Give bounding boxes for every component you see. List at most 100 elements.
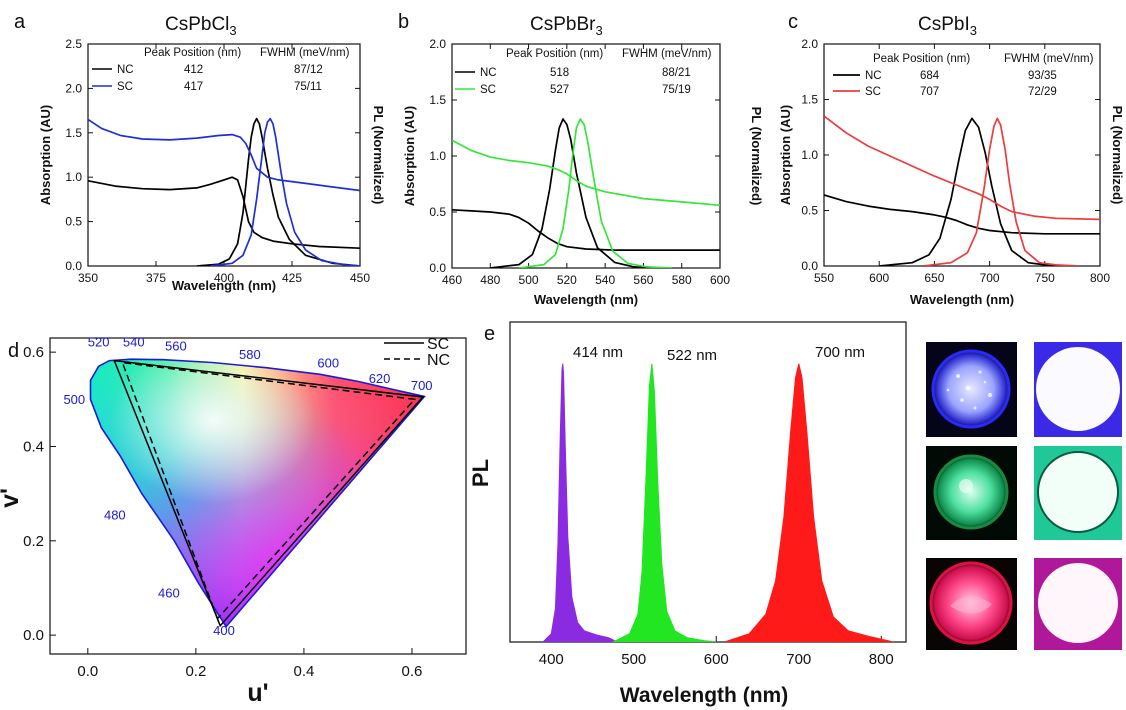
legend-a-nc-fwhm: 87/12 — [294, 64, 323, 76]
legend-b-nc-fwhm: 88/21 — [662, 67, 691, 79]
chart-a-ytick-label: 1.0 — [65, 170, 82, 184]
photo-blue-on — [1034, 342, 1122, 437]
cie-triangle-nc — [121, 361, 417, 621]
chart-e-series — [542, 363, 894, 642]
panel-label-b: b — [398, 11, 409, 33]
cie-wavelength-label: 620 — [369, 371, 391, 386]
panel-c: c CsPbI3 550 600 650 700 750 800 0.0 0.5 1.0 1.5 2… — [778, 11, 1125, 307]
chart-b-ytick-label: 0.5 — [429, 205, 446, 219]
cie-triangle-sc — [113, 359, 425, 628]
pl-peak-414-nm — [542, 363, 618, 642]
chart-d-series — [113, 359, 425, 628]
chart-c-legend: Peak Position (nm) FWHM (meV/nm) NC 684 … — [833, 53, 1094, 98]
legend-c-sc-name: SC — [865, 86, 881, 98]
chart-a-series-nc-pl — [196, 117, 360, 266]
chart-c-series — [824, 115, 1100, 266]
chart-b-xtick-label: 560 — [633, 273, 653, 287]
chart-b-axes: 460 480 500 520 540 560 580 600 0.0 0.5 1.0 1.5 2.0 — [429, 37, 730, 287]
cie-wavelength-label: 460 — [158, 585, 180, 600]
peak-label-700: 700 nm — [815, 344, 865, 361]
chart-c-ytick-label: 1.5 — [801, 93, 818, 107]
chart-a-xlabel: Wavelength (nm) — [172, 278, 276, 293]
chart-c-xtick-label: 600 — [869, 271, 889, 285]
chart-b-ytick-label: 0.0 — [429, 261, 446, 275]
chart-c-axes: 550 600 650 700 750 800 0.0 0.5 1.0 1.5 2.0 — [801, 37, 1110, 285]
chart-e-xtick-label: 800 — [869, 651, 894, 668]
chart-b-ytick-label: 1.0 — [429, 149, 446, 163]
peak-label-414: 414 nm — [573, 344, 623, 361]
cie-wavelength-labels: 400 460 480 500 520 540 560 580 600 620 700 — [63, 334, 432, 638]
cie-wavelength-label: 700 — [411, 378, 433, 393]
chart-c-ytick-label: 0.5 — [801, 204, 818, 218]
chart-b-xtick-label: 480 — [480, 273, 500, 287]
legend-b-sc-peak: 527 — [550, 84, 569, 96]
chart-b-xtick-label: 580 — [672, 273, 692, 287]
chart-a-frame — [87, 43, 361, 267]
chart-d-ytick-label: 0.0 — [23, 627, 44, 644]
chart-b-xtick-label: 460 — [442, 273, 462, 287]
chart-d-ytick-label: 0.2 — [23, 533, 44, 550]
chart-e-xlabel: Wavelength (nm) — [620, 684, 788, 707]
cie-wavelength-label: 400 — [213, 623, 235, 638]
legend-c-header-fwhm: FWHM (meV/nm) — [1004, 53, 1094, 65]
chart-c-xlabel: Wavelength (nm) — [910, 292, 1014, 307]
legend-a-sc-name: SC — [117, 81, 133, 93]
chart-d-xtick-label: 0.6 — [402, 663, 423, 680]
chart-d-ylabel: v' — [0, 488, 24, 508]
chart-a-xtick-label: 400 — [214, 271, 234, 285]
chart-b-series — [452, 118, 720, 268]
chart-b-xtick-label: 600 — [710, 273, 730, 287]
chart-b-xtick-label: 540 — [595, 273, 615, 287]
panel-label-c: c — [788, 11, 798, 33]
chart-b-series-sc-absorption — [452, 139, 720, 207]
chart-b-series-nc-pl — [490, 118, 663, 268]
legend-c-header-peak: Peak Position (nm) — [873, 53, 970, 65]
chart-c-y2label: PL (Normalized) — [1110, 106, 1125, 205]
cie-spectral-locus — [89, 358, 426, 628]
chart-c-ytick-label: 0.0 — [801, 259, 818, 273]
panel-label-e: e — [484, 323, 495, 345]
chart-a-y2label: PL (Normalized) — [371, 106, 386, 205]
photo-green-on — [1034, 446, 1122, 540]
cie-wavelength-label: 500 — [63, 392, 85, 407]
legend-a-sc-fwhm: 75/11 — [294, 81, 322, 93]
photo-green-off — [926, 446, 1017, 540]
chart-e-xtick-label: 700 — [786, 651, 811, 668]
chart-d-ytick-label: 0.6 — [23, 344, 44, 361]
chart-a-xtick-label: 375 — [146, 271, 166, 285]
cie-wavelength-label: 520 — [88, 334, 110, 349]
chart-b-series-sc-pl — [518, 118, 673, 268]
chart-a-series-sc-pl — [210, 117, 360, 266]
legend-c-sc-peak: 707 — [920, 86, 939, 98]
chart-a-series — [88, 117, 360, 266]
cie-wavelength-label: 580 — [239, 347, 261, 362]
panel-label-d: d — [8, 340, 19, 362]
chart-b-ytick-label: 1.5 — [429, 93, 446, 107]
photo-red-off — [926, 558, 1017, 650]
legend-a-header-peak: Peak Position (nm) — [144, 47, 241, 59]
legend-b-sc-fwhm: 75/19 — [662, 84, 691, 96]
legend-c-nc-name: NC — [865, 70, 882, 82]
legend-a-header-fwhm: FWHM (meV/nm) — [260, 47, 350, 59]
chart-b-xlabel: Wavelength (nm) — [534, 292, 638, 307]
chart-a-series-nc-absorption — [88, 176, 360, 250]
legend-d-sc-name: SC — [427, 336, 449, 353]
chart-c-title: CsPbI3 — [918, 14, 977, 38]
photo-blue-off — [926, 342, 1017, 437]
chart-d-ytick-label: 0.4 — [23, 438, 44, 455]
chart-a-ytick-label: 1.5 — [65, 126, 82, 140]
chart-b-title: CsPbBr3 — [530, 14, 603, 38]
chart-c-xtick-label: 650 — [924, 271, 944, 285]
chart-b-ylabel: Absorption (AU) — [402, 106, 417, 206]
chart-e-ylabel: PL — [468, 459, 493, 487]
panel-a: a CsPbCl3 350 375 400 425 450 0.0 0.5 1.0 1.5 2.0… — [14, 11, 386, 293]
chart-a-ytick-label: 2.5 — [65, 37, 82, 51]
chart-e-xtick-label: 600 — [704, 651, 729, 668]
legend-b-sc-name: SC — [480, 84, 496, 96]
chart-d-xlabel: u' — [247, 679, 268, 707]
chart-a-xtick-label: 350 — [78, 271, 98, 285]
chart-a-ytick-label: 2.0 — [65, 81, 82, 95]
chart-d-xtick-label: 0.4 — [293, 663, 314, 680]
chart-c-xtick-label: 750 — [1035, 271, 1055, 285]
legend-b-nc-peak: 518 — [550, 67, 569, 79]
